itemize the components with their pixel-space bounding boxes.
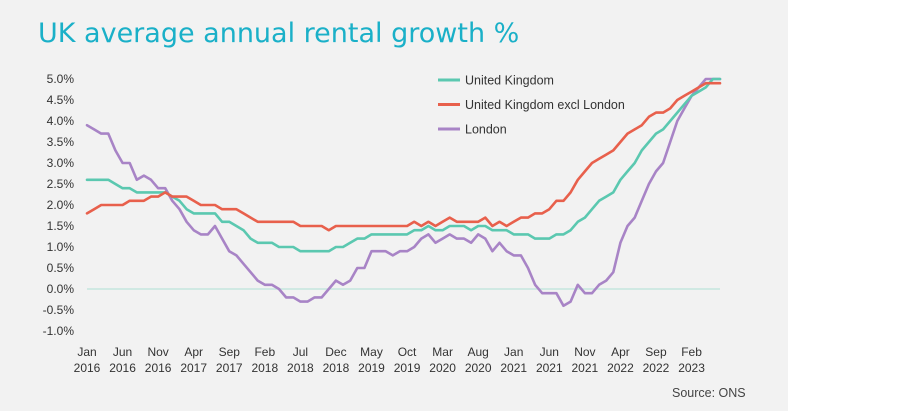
x-tick-year: 2016 — [145, 361, 172, 375]
chart-title: UK average annual rental growth % — [38, 18, 520, 49]
y-tick-label: 0.0% — [47, 282, 75, 296]
y-tick-label: -0.5% — [43, 303, 75, 317]
x-tick-year: 2018 — [287, 361, 314, 375]
x-tick-year: 2017 — [216, 361, 243, 375]
y-tick-label: 4.0% — [47, 114, 75, 128]
x-tick-month: Oct — [398, 345, 417, 359]
x-tick-year: 2018 — [251, 361, 278, 375]
x-tick-month: Nov — [574, 345, 595, 359]
series-line-united-kingdom — [85, 77, 722, 253]
y-tick-label: 0.5% — [47, 261, 75, 275]
y-tick-label: -1.0% — [43, 324, 75, 338]
x-tick-year: 2019 — [394, 361, 421, 375]
x-tick-year: 2021 — [500, 361, 527, 375]
y-tick-label: 3.0% — [47, 156, 75, 170]
series-line-london — [85, 77, 722, 308]
x-tick-month: Mar — [432, 345, 453, 359]
y-axis: 5.0% 4.5% 4.0% 3.5% 3.0% 2.5% 2.0% 1.5% 1.0% 0.5%… — [43, 72, 75, 338]
y-tick-label: 1.5% — [47, 219, 75, 233]
x-tick-month: Sep — [645, 345, 667, 359]
x-tick-month: Apr — [184, 345, 203, 359]
x-tick-year: 2016 — [74, 361, 101, 375]
x-tick-year: 2020 — [429, 361, 456, 375]
x-tick-year: 2023 — [678, 361, 705, 375]
x-tick-month: Feb — [681, 345, 702, 359]
chart-source: Source: ONS — [672, 386, 746, 400]
line-chart: 5.0% 4.5% 4.0% 3.5% 3.0% 2.5% 2.0% 1.5% 1.0% 0.5%… — [43, 72, 722, 375]
y-tick-label: 3.5% — [47, 135, 75, 149]
x-tick-month: Sep — [219, 345, 241, 359]
x-tick-year: 2022 — [607, 361, 634, 375]
x-tick-year: 2020 — [465, 361, 492, 375]
y-tick-label: 5.0% — [47, 72, 75, 86]
y-tick-label: 2.0% — [47, 198, 75, 212]
x-tick-month: May — [360, 345, 383, 359]
chart-panel — [0, 0, 788, 411]
x-axis: Jan 2016 Jun 2016 Nov 2016 Apr 2017 Sep 2017 Feb 20… — [74, 345, 706, 375]
x-tick-month: Jan — [77, 345, 96, 359]
y-tick-label: 4.5% — [47, 93, 75, 107]
legend-label: United Kingdom excl London — [465, 98, 625, 112]
x-tick-month: Aug — [468, 345, 489, 359]
x-tick-month: Jun — [540, 345, 559, 359]
x-tick-month: Jun — [113, 345, 132, 359]
x-tick-year: 2016 — [109, 361, 136, 375]
x-tick-year: 2017 — [180, 361, 207, 375]
series-line-united-kingdom-excl-london — [85, 81, 722, 232]
legend: United Kingdom United Kingdom excl London… — [438, 74, 625, 137]
legend-label: United Kingdom — [465, 74, 554, 88]
x-tick-month: Jul — [293, 345, 308, 359]
series-lines — [85, 77, 722, 308]
x-tick-month: Nov — [147, 345, 168, 359]
y-tick-label: 1.0% — [47, 240, 75, 254]
x-tick-year: 2019 — [358, 361, 385, 375]
legend-label: London — [465, 123, 507, 137]
x-tick-year: 2021 — [572, 361, 599, 375]
x-tick-month: Apr — [611, 345, 630, 359]
y-tick-label: 2.5% — [47, 177, 75, 191]
x-tick-month: Feb — [254, 345, 275, 359]
x-tick-year: 2022 — [643, 361, 670, 375]
x-tick-year: 2018 — [323, 361, 350, 375]
x-tick-month: Dec — [325, 345, 346, 359]
x-tick-month: Jan — [504, 345, 523, 359]
x-tick-year: 2021 — [536, 361, 563, 375]
